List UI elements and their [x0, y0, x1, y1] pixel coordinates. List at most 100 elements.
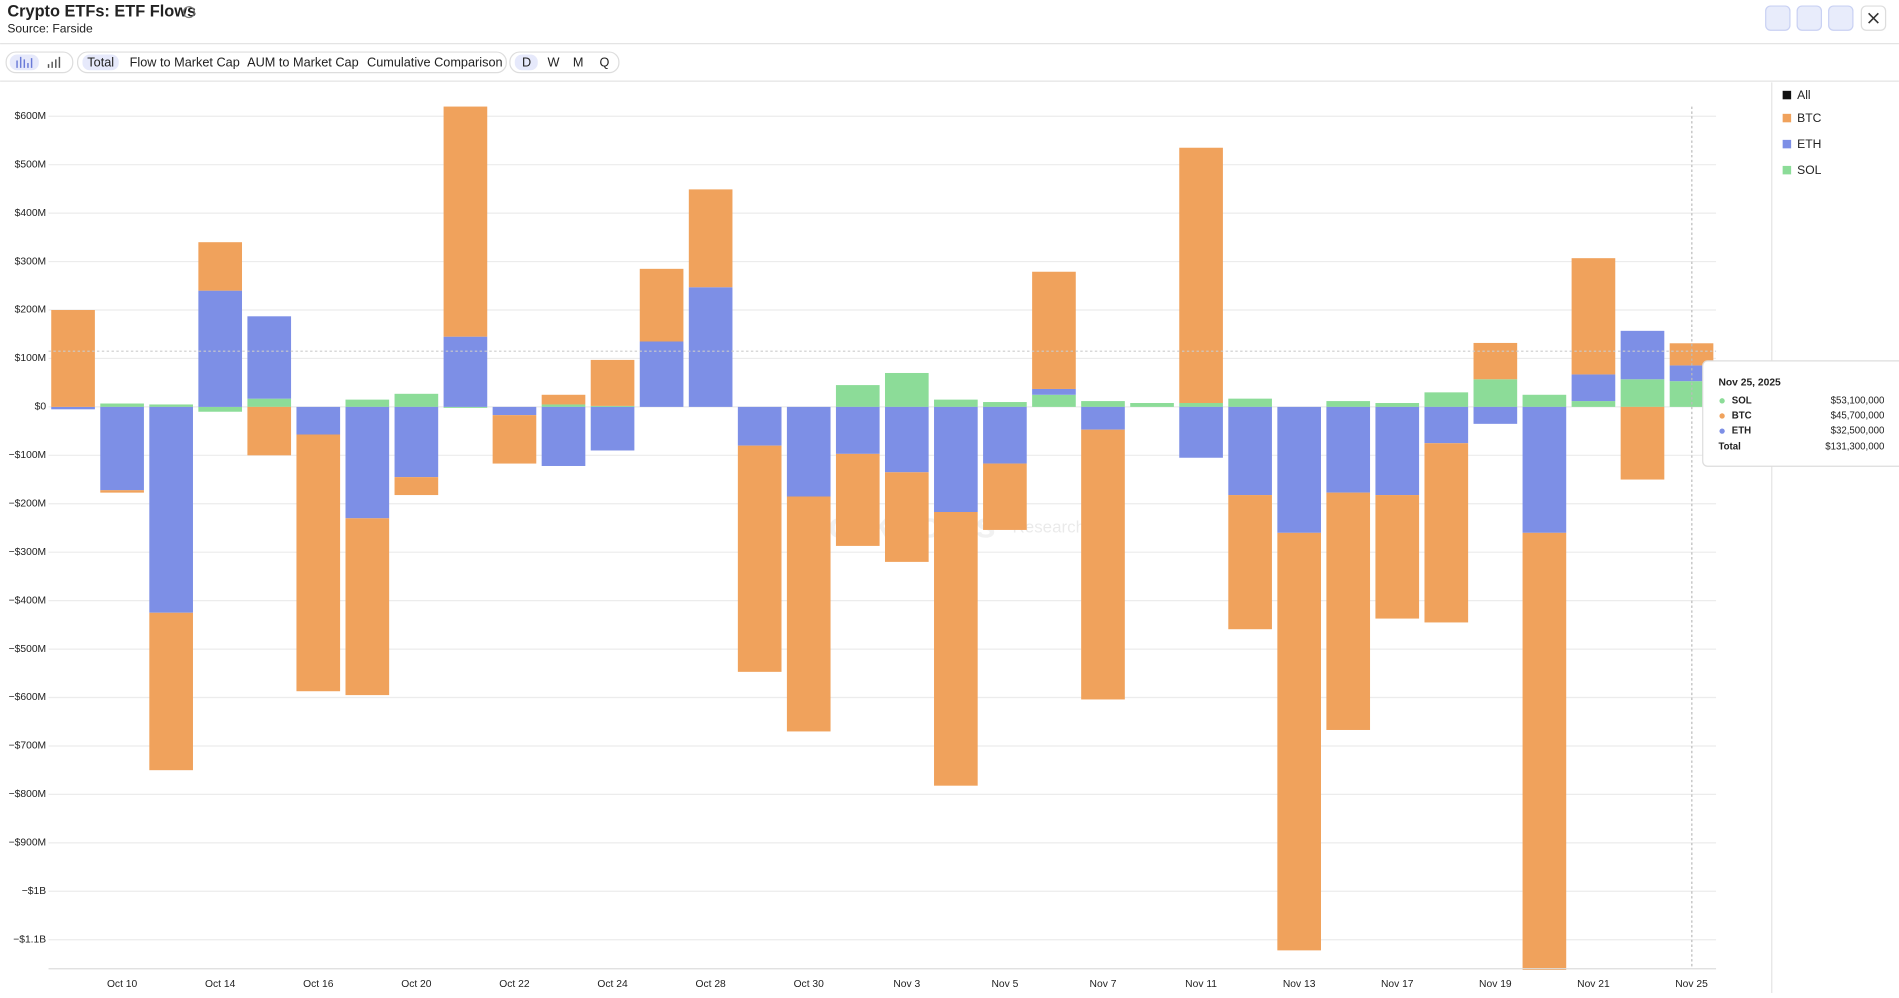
legend-label: SOL	[1797, 163, 1821, 177]
bar-segment	[1473, 342, 1518, 380]
interval-active[interactable]	[514, 54, 538, 71]
tooltip-name: ETH	[1732, 426, 1751, 437]
y-tick-label: −$700M	[9, 741, 46, 752]
page-title: Crypto ETFs: ETF Flows	[7, 2, 196, 20]
bar-segment	[737, 445, 782, 672]
bar-segment	[1032, 394, 1076, 407]
bar-segment	[1375, 495, 1420, 619]
tooltip-name: BTC	[1732, 411, 1752, 422]
interval-button[interactable]: M	[573, 54, 584, 69]
bar-segment	[149, 406, 193, 613]
bar-segment	[983, 402, 1027, 407]
bar-segment	[100, 490, 144, 493]
bar-segment	[590, 359, 635, 406]
bar-segment	[1571, 401, 1616, 407]
y-tick-label: −$900M	[9, 838, 46, 849]
share-button[interactable]	[1828, 5, 1854, 31]
tooltip: Nov 25, 2025 SOL $53,100,000 BTC $45,700,000…	[1702, 360, 1899, 467]
legend-label: BTC	[1797, 111, 1821, 125]
bar-segment	[443, 406, 488, 408]
view-button[interactable]: Total	[87, 54, 114, 69]
bar-segment	[394, 406, 439, 478]
watermark-text: Research	[1013, 517, 1086, 536]
y-tick-label: $400M	[15, 208, 46, 219]
bar-segment	[1179, 147, 1223, 404]
view-group	[76, 51, 507, 74]
x-tick-label: Nov 25	[1675, 979, 1708, 990]
view-button[interactable]: Flow to Market Cap	[130, 54, 240, 69]
bar-segment	[884, 406, 929, 473]
view-button[interactable]: Cumulative Comparison	[367, 54, 503, 69]
interval-button[interactable]: W	[547, 54, 559, 69]
bar-segment	[1326, 406, 1371, 493]
link-button[interactable]	[1765, 5, 1791, 31]
tooltip-dot	[1719, 398, 1725, 404]
bar-segment	[1179, 406, 1223, 458]
y-tick-label: −$100M	[9, 450, 46, 461]
x-tick-label: Oct 28	[695, 979, 726, 990]
screenshot-button[interactable]	[1796, 5, 1823, 31]
bar-segment	[934, 399, 978, 407]
y-tick-label: −$200M	[9, 498, 46, 509]
x-tick-label: Nov 11	[1185, 979, 1217, 990]
bar-segment	[1081, 429, 1125, 700]
interval-button[interactable]: Q	[600, 54, 610, 69]
bar-segment	[983, 463, 1027, 530]
bar-segment	[1032, 271, 1076, 389]
view-active[interactable]	[82, 54, 119, 71]
bar-segment	[1620, 406, 1665, 480]
bar-segment	[1375, 406, 1420, 496]
bar-segment	[394, 477, 439, 496]
bar-segment	[1130, 403, 1174, 407]
y-tick-label: $0	[35, 402, 47, 413]
tooltip-dot	[1719, 428, 1725, 434]
bar-segment	[1375, 403, 1420, 407]
stacked-icon	[47, 56, 61, 68]
bar-segment	[198, 242, 243, 291]
info-icon[interactable]	[183, 6, 196, 19]
bar-segment	[590, 406, 635, 451]
bar-segment	[345, 518, 390, 696]
bar-segment	[1424, 392, 1469, 407]
y-tick-label: −$300M	[9, 547, 46, 558]
bar-segment	[1424, 406, 1469, 444]
bar-segment	[1522, 406, 1567, 533]
bar-segment	[983, 406, 1027, 464]
bar-segment	[1326, 492, 1371, 730]
y-tick-label: −$1B	[22, 886, 46, 897]
tooltip-date: Nov 25, 2025	[1718, 377, 1781, 388]
legend-label: ETH	[1797, 137, 1821, 151]
x-tick-label: Nov 21	[1577, 979, 1610, 990]
y-tick-label: $300M	[15, 256, 46, 267]
bar-segment	[639, 341, 684, 407]
bar-segment	[394, 393, 439, 407]
tooltip-box	[1702, 360, 1899, 467]
view-button[interactable]: AUM to Market Cap	[247, 54, 359, 69]
bar-segment	[51, 310, 95, 407]
bar-segment	[100, 406, 144, 491]
x-tick-label: Nov 19	[1479, 979, 1512, 990]
x-tick-label: Oct 16	[303, 979, 334, 990]
bar-segment	[835, 406, 880, 454]
bar-segment	[443, 106, 488, 337]
bar-segment	[1277, 406, 1321, 533]
bars	[51, 106, 1714, 970]
x-tick-label: Nov 3	[893, 979, 920, 990]
tooltip-value: $32,500,000	[1831, 426, 1885, 437]
bar-segment	[1326, 401, 1371, 407]
bar-segment	[149, 612, 193, 771]
bar-segment	[541, 406, 586, 466]
bar-icon	[16, 56, 33, 68]
tooltip-name: SOL	[1732, 395, 1752, 406]
bar-segment	[345, 399, 390, 407]
bar-segment	[1571, 374, 1616, 402]
bar-segment	[443, 336, 488, 407]
x-tick-label: Oct 24	[597, 979, 628, 990]
bar-segment	[247, 316, 292, 399]
y-tick-label: $200M	[15, 305, 46, 316]
bar-segment	[1179, 403, 1223, 407]
bar-segment	[835, 385, 880, 407]
interval-button[interactable]: D	[522, 54, 531, 69]
